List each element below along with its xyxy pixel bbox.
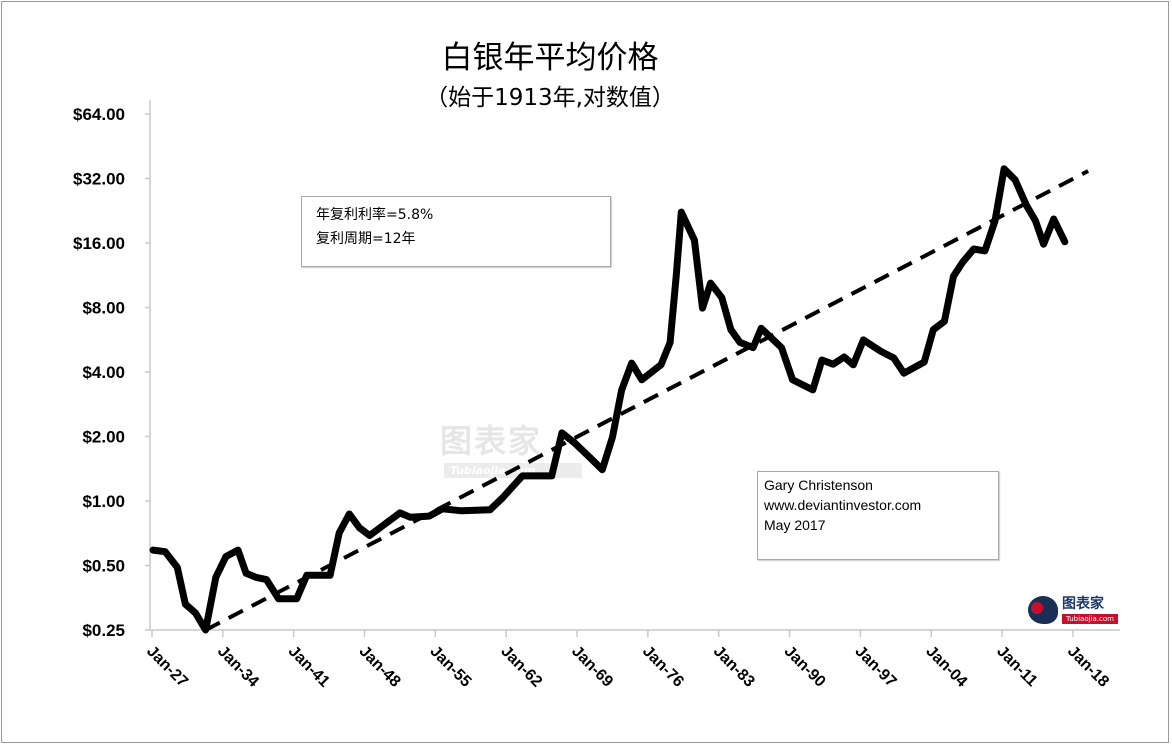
x-tick-label: Jan-27 — [143, 643, 191, 691]
x-tick-label: Jan-11 — [993, 643, 1040, 690]
y-tick-label: $2.00 — [82, 428, 125, 447]
silver-price-line — [149, 165, 1069, 634]
annual-rate-text: 年复利利率=5.8% — [316, 207, 434, 223]
website-text: www.deviantinvestor.com — [764, 497, 922, 513]
x-tick-label: Jan-55 — [427, 643, 475, 691]
date-text: May 2017 — [764, 517, 826, 533]
y-tick-label: $8.00 — [82, 299, 125, 318]
y-tick-label: $32.00 — [73, 170, 125, 189]
axes — [145, 100, 1120, 637]
logo-sub: Tubiaojia.com — [1062, 614, 1118, 624]
x-tick-label: Jan-90 — [781, 643, 829, 691]
y-tick-label: $1.00 — [82, 492, 125, 511]
x-tick-label: Jan-18 — [1064, 643, 1112, 691]
chart-subtitle: （始于1913年,对数值） — [425, 85, 675, 111]
x-tick-label: Jan-34 — [214, 643, 262, 691]
chart-title: 白银年平均价格 — [441, 40, 659, 76]
x-tick-label: Jan-41 — [285, 643, 333, 691]
y-tick-label: $4.00 — [82, 363, 125, 382]
x-tick-labels: Jan-27 Jan-34 Jan-41 Jan-48 Jan-55 Jan-62 Jan-… — [143, 643, 1112, 691]
x-tick-label: Jan-04 — [922, 643, 970, 691]
y-tick-labels: $0.25 $0.50 $1.00 $2.00 $4.00 $8.00 $16.00 $32.… — [73, 105, 125, 640]
y-tick-label: $0.50 — [82, 557, 125, 576]
growth-rate-annotation: 年复利利率=5.8% 复利周期=12年 — [301, 196, 611, 267]
watermark: 图表家 — [440, 422, 543, 460]
logo-head-icon — [1028, 596, 1058, 624]
y-tick-label: $64.00 — [73, 105, 125, 124]
y-tick-label: $0.25 — [82, 621, 125, 640]
x-tick-label: Jan-48 — [356, 643, 404, 691]
author-text: Gary Christenson — [764, 477, 873, 493]
x-tick-label: Jan-76 — [639, 643, 687, 691]
y-tick-label: $16.00 — [73, 234, 125, 253]
x-tick-label: Jan-69 — [568, 643, 616, 691]
doubling-period-text: 复利周期=12年 — [316, 231, 416, 247]
logo-text: 图表家 — [1062, 596, 1104, 612]
x-tick-label: Jan-62 — [497, 643, 545, 691]
tubiaojia-logo: 图表家 Tubiaojia.com — [1028, 596, 1120, 628]
x-tick-label: Jan-83 — [710, 643, 758, 691]
x-tick-label: Jan-97 — [852, 643, 900, 691]
trend-line — [204, 169, 1090, 632]
series — [149, 165, 1090, 634]
credit-annotation: Gary Christenson www.deviantinvestor.com… — [757, 471, 999, 560]
